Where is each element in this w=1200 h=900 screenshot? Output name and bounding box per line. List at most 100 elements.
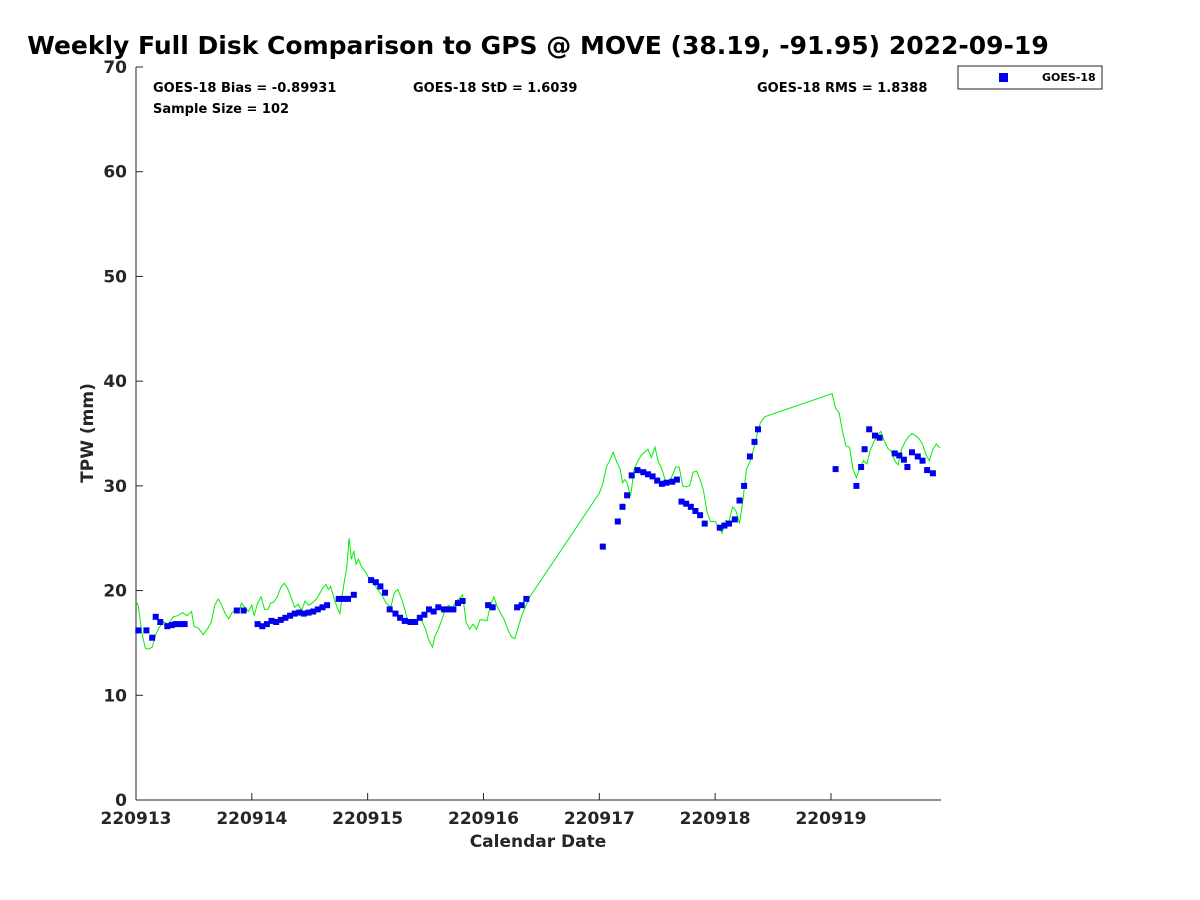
series-gps-line <box>135 393 941 650</box>
x-axis: 220913 220914 220915 220916 220917 220918 2209… <box>101 793 941 829</box>
goes-18-point <box>319 604 326 611</box>
goes-18-point <box>678 498 685 505</box>
goes-18-point <box>746 453 753 460</box>
y-axis: 0 10 20 30 40 50 60 70 <box>103 58 143 811</box>
goes-18-point <box>654 477 661 484</box>
y-tick-label: 30 <box>103 477 127 497</box>
goes-18-point <box>177 621 183 628</box>
legend: GOES-18 <box>957 65 1103 90</box>
legend-marker-goes-18 <box>999 73 1008 82</box>
goes-18-point <box>518 602 525 609</box>
goes-18-point <box>514 604 521 611</box>
goes-18-point <box>663 479 670 486</box>
goes-18-point <box>673 476 680 483</box>
stat-std: GOES-18 StD = 1.6039 <box>413 81 577 96</box>
x-tick-label: 220913 <box>101 809 172 829</box>
goes-18-point <box>736 497 743 504</box>
goes-18-point <box>273 619 280 625</box>
goes-18-point <box>645 471 651 478</box>
goes-18-point <box>858 464 865 470</box>
goes-18-point <box>421 611 428 618</box>
goes-18-point <box>296 609 303 616</box>
goes-18-point <box>891 450 898 457</box>
goes-18-point <box>268 617 275 624</box>
goes-18-point <box>392 610 399 617</box>
goes-18-point <box>914 453 921 460</box>
series-goes-18-points <box>135 426 936 641</box>
goes-18-point <box>624 492 631 499</box>
x-tick-label: 220919 <box>795 809 866 829</box>
goes-18-point <box>435 604 442 611</box>
goes-18-point <box>721 522 728 529</box>
goes-18-point <box>741 482 748 489</box>
goes-18-point <box>287 612 294 619</box>
goes-18-point <box>135 627 142 634</box>
goes-18-point <box>701 520 708 527</box>
goes-18-point <box>233 607 240 614</box>
goes-18-point <box>726 520 732 527</box>
stat-rms: GOES-18 RMS = 1.8388 <box>757 81 927 96</box>
goes-18-point <box>368 577 375 584</box>
goes-18-point <box>832 466 839 473</box>
goes-18-point <box>450 606 457 613</box>
goes-18-point <box>157 619 164 625</box>
goes-18-point <box>445 606 452 613</box>
y-axis-label: TPW (mm) <box>78 383 98 483</box>
goes-18-point <box>599 543 606 550</box>
plot-area <box>136 67 941 800</box>
goes-18-point <box>291 610 298 617</box>
goes-18-point <box>929 470 936 477</box>
legend-box <box>957 65 1103 90</box>
goes-18-point <box>172 621 179 628</box>
y-tick-label: 20 <box>103 582 127 602</box>
goes-18-point <box>485 602 492 609</box>
stat-bias: GOES-18 Bias = -0.89931 <box>153 81 336 96</box>
goes-18-point <box>397 614 404 621</box>
goes-18-point <box>669 478 676 485</box>
y-tick-label: 70 <box>103 58 127 78</box>
goes-18-point <box>240 607 247 614</box>
goes-18-point <box>489 604 496 611</box>
goes-18-point <box>861 446 868 453</box>
goes-18-point <box>628 472 635 479</box>
goes-18-point <box>459 598 466 604</box>
x-tick-label: 220918 <box>680 809 751 829</box>
goes-18-point <box>372 579 379 586</box>
goes-18-point <box>412 619 419 625</box>
goes-18-point <box>649 473 656 480</box>
goes-18-point <box>282 614 289 621</box>
goes-18-point <box>751 438 758 445</box>
goes-18-point <box>634 467 641 474</box>
goes-18-point <box>149 634 156 641</box>
y-tick-label: 10 <box>103 686 127 706</box>
goes-18-point <box>277 616 284 623</box>
goes-18-point <box>168 622 175 629</box>
goes-18-point <box>181 621 188 628</box>
goes-18-point <box>853 482 860 489</box>
goes-18-point <box>164 623 171 630</box>
goes-18-point <box>900 456 907 463</box>
goes-18-point <box>716 524 723 531</box>
goes-18-point <box>614 518 621 525</box>
goes-18-point <box>259 623 266 630</box>
y-tick-label: 60 <box>103 163 127 183</box>
goes-18-point <box>350 591 357 598</box>
goes-18-point <box>872 432 878 439</box>
goes-18-point <box>619 503 626 510</box>
gps-tpw-line <box>135 393 941 650</box>
goes-18-point <box>658 480 665 487</box>
goes-18-point <box>697 512 704 519</box>
y-tick-label: 40 <box>103 372 127 392</box>
goes-18-point <box>640 469 647 476</box>
goes-18-point <box>687 503 694 510</box>
goes-18-point <box>335 595 342 602</box>
goes-18-point <box>430 608 437 615</box>
goes-18-point <box>340 595 347 602</box>
goes-18-point <box>919 457 926 464</box>
x-tick-label: 220915 <box>332 809 403 829</box>
goes-18-point <box>731 516 738 523</box>
goes-18-point <box>407 619 414 625</box>
goes-18-point <box>263 621 270 628</box>
goes-18-point <box>324 602 331 609</box>
